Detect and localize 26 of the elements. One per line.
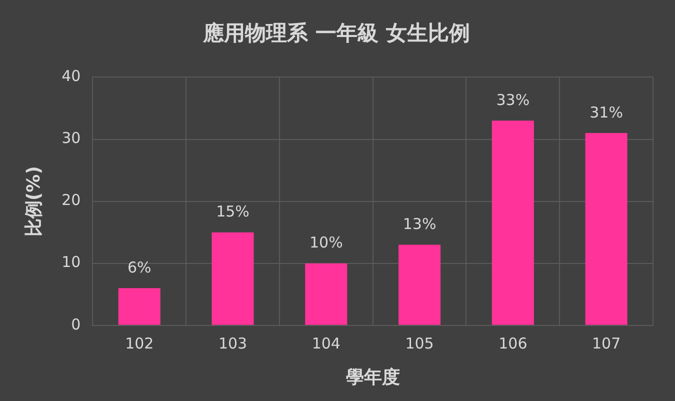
chart-title: 應用物理系 一年級 女生比例: [202, 21, 470, 46]
bar: [398, 244, 441, 325]
x-tick-label: 103: [218, 334, 248, 352]
y-tick-label: 10: [62, 253, 81, 272]
bar: [212, 232, 254, 325]
bar: [492, 120, 534, 325]
bar: [585, 133, 628, 325]
y-tick-label: 40: [62, 67, 81, 86]
y-tick-label: 30: [62, 129, 81, 148]
x-tick-label: 106: [498, 334, 528, 352]
data-label: 31%: [590, 103, 623, 122]
x-tick-label: 107: [592, 334, 621, 352]
data-label: 6%: [127, 258, 152, 277]
data-label: 33%: [496, 91, 530, 110]
y-tick-label: 20: [62, 191, 81, 210]
bar: [305, 263, 348, 325]
x-tick-label: 104: [312, 334, 340, 352]
x-tick-label: 105: [405, 334, 434, 352]
y-axis-title: 比例(%): [23, 166, 44, 237]
bar: [118, 288, 160, 325]
x-tick-label: 102: [125, 334, 154, 352]
x-axis-title: 學年度: [346, 366, 400, 388]
data-label: 13%: [402, 215, 436, 234]
y-tick-label: 0: [71, 315, 81, 334]
data-label: 10%: [309, 234, 343, 252]
data-label: 15%: [216, 202, 250, 221]
